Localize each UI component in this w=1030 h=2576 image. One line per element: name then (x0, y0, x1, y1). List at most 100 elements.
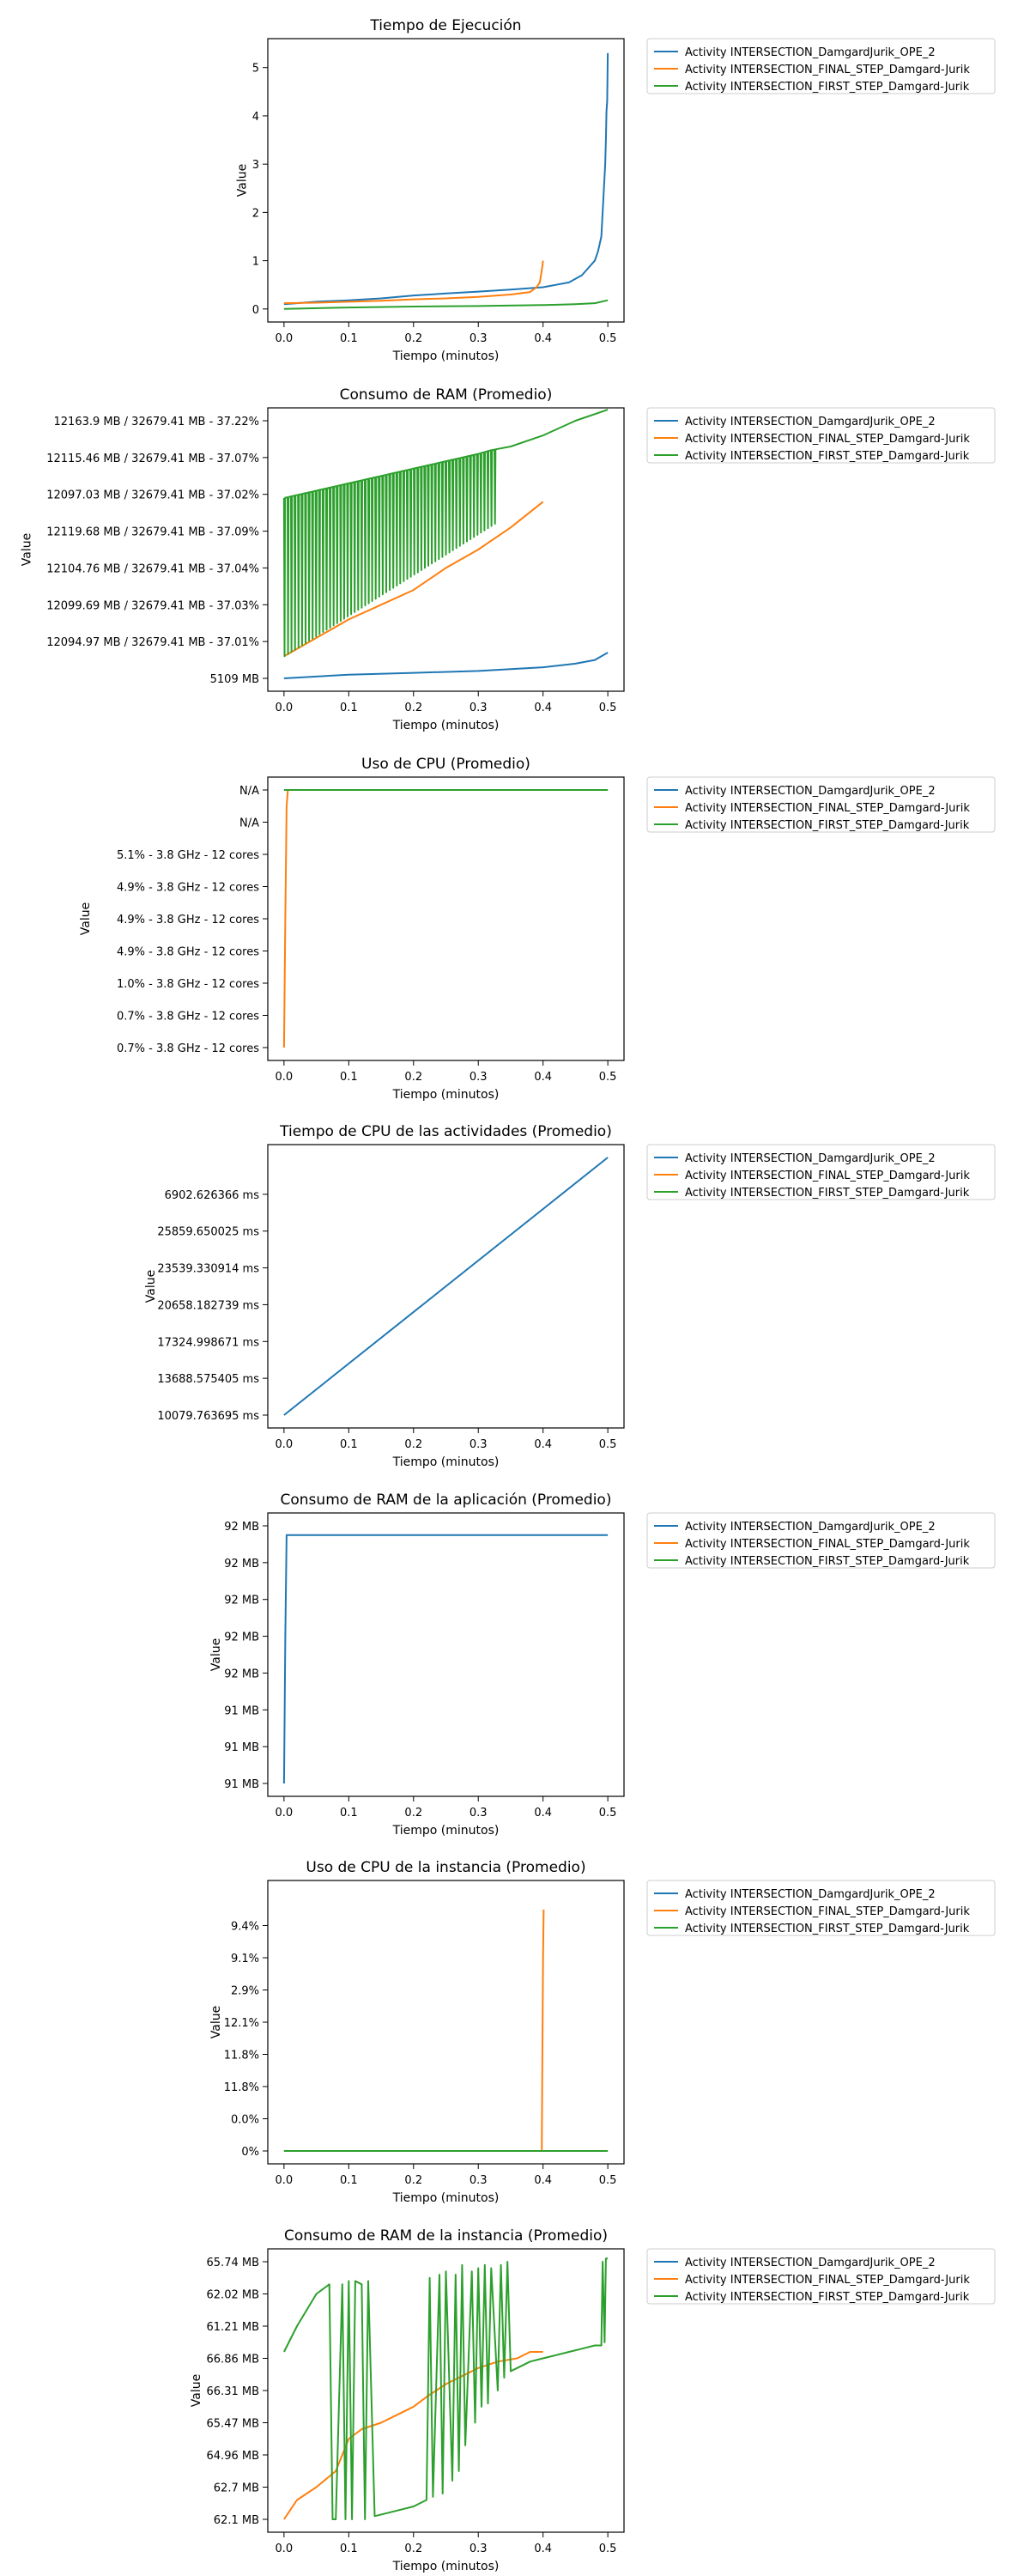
axes-frame (267, 776, 625, 1061)
x-axis-label: Tiempo (minutos) (392, 349, 500, 363)
y-tick-label: 92 MB (224, 1668, 259, 1680)
y-tick-label: 1.0% - 3.8 GHz - 12 cores (117, 978, 259, 991)
y-tick-label: 62.1 MB (214, 2514, 259, 2527)
x-tick-label: 0.2 (404, 2174, 422, 2187)
y-tick-label: 92 MB (224, 1558, 259, 1571)
y-tick-label: 9.1% (231, 1953, 259, 1965)
x-tick-label: 0.1 (340, 1438, 358, 1451)
y-tick-label: 12.1% (224, 2017, 259, 2030)
y-axis-label: Value (144, 1270, 158, 1303)
series-line-2 (283, 260, 544, 305)
y-tick-label: 92 MB (224, 1595, 259, 1607)
y-tick-label: 92 MB (224, 1521, 259, 1534)
legend-label: Activity INTERSECTION_FIRST_STEP_Damgard… (685, 1187, 970, 1200)
x-tick-label: 0.4 (534, 1438, 552, 1451)
x-tick-label: 0.3 (470, 1807, 488, 1820)
x-tick-label: 0.5 (599, 702, 617, 714)
y-tick-label: 12163.9 MB / 32679.41 MB - 37.22% (54, 416, 260, 428)
y-tick-label: 0.7% - 3.8 GHz - 12 cores (117, 1042, 259, 1055)
y-tick-label: 11.8% (224, 2081, 259, 2094)
x-tick-label: 0.0 (276, 1071, 294, 1084)
chart-title: Tiempo de Ejecución (369, 17, 521, 34)
x-tick-label: 0.0 (276, 2543, 294, 2555)
legend: Activity INTERSECTION_DamgardJurik_OPE_2… (646, 407, 996, 464)
legend-label: Activity INTERSECTION_DamgardJurik_OPE_2 (685, 2257, 936, 2269)
x-tick-label: 0.3 (470, 1071, 488, 1084)
legend-label: Activity INTERSECTION_FINAL_STEP_Damgard… (685, 2274, 970, 2287)
x-tick-label: 0.5 (599, 1807, 617, 1820)
legend-label: Activity INTERSECTION_FINAL_STEP_Damgard… (685, 1538, 970, 1551)
plot-area (283, 52, 609, 310)
chart-panel-5: Consumo de RAM de la aplicación (Promedi… (209, 1492, 996, 1838)
chart-title: Uso de CPU (Promedio) (361, 756, 530, 773)
axes-frame (267, 38, 625, 323)
y-axis-label: Value (21, 533, 34, 566)
plot-area (283, 2257, 609, 2520)
series-line-3 (283, 299, 609, 310)
series-line-2 (282, 789, 543, 1048)
x-tick-label: 0.4 (534, 2174, 552, 2187)
y-tick-label: 0.0% (231, 2114, 259, 2127)
y-tick-label: 20658.182739 ms (157, 1299, 259, 1312)
chart-panel-6: Uso de CPU de la instancia (Promedio) 0.0… (209, 1859, 996, 2205)
x-axis-label: Tiempo (minutos) (392, 2560, 500, 2573)
legend-label: Activity INTERSECTION_FIRST_STEP_Damgard… (685, 1923, 970, 1935)
chart-panel-3: Uso de CPU (Promedio) 0.0 0.1 0.2 0.3 0.4 0.5 0… (79, 756, 996, 1102)
x-tick-label: 0.0 (276, 702, 294, 714)
y-tick-label: 12097.03 MB / 32679.41 MB - 37.02% (46, 489, 259, 502)
y-axis-label: Value (209, 2006, 223, 2038)
chart-panel-2: Consumo de RAM (Promedio) 0.0 0.1 0.2 0.3 0.4… (21, 386, 996, 732)
x-tick-label: 0.3 (470, 2543, 488, 2555)
y-axis-label: Value (209, 1638, 223, 1671)
y-tick-label: 10079.763695 ms (157, 1410, 259, 1423)
y-tick-label: 91 MB (224, 1704, 259, 1717)
axes-frame (267, 407, 625, 692)
legend-label: Activity INTERSECTION_FINAL_STEP_Damgard… (685, 64, 970, 76)
legend-label: Activity INTERSECTION_DamgardJurik_OPE_2 (685, 416, 936, 428)
legend-label: Activity INTERSECTION_FIRST_STEP_Damgard… (685, 81, 970, 94)
legend-label: Activity INTERSECTION_DamgardJurik_OPE_2 (685, 1888, 936, 1901)
chart-title: Uso de CPU de la instancia (Promedio) (306, 1859, 585, 1876)
y-tick-label: 11.8% (224, 2050, 259, 2063)
y-tick-label: 5109 MB (210, 673, 259, 686)
x-tick-label: 0.3 (470, 332, 488, 345)
y-tick-label: 12119.68 MB / 32679.41 MB - 37.09% (46, 526, 259, 539)
y-tick-label: N/A (239, 785, 259, 798)
x-tick-label: 0.4 (534, 1807, 552, 1820)
y-tick-label: 91 MB (224, 1741, 259, 1754)
y-tick-label: 4.9% - 3.8 GHz - 12 cores (117, 914, 259, 927)
y-tick-label: 66.86 MB (207, 2354, 259, 2366)
x-tick-label: 0.5 (599, 1438, 617, 1451)
y-tick-label: 9.4% (231, 1921, 259, 1934)
y-tick-label: 4.9% - 3.8 GHz - 12 cores (117, 882, 259, 895)
legend-label: Activity INTERSECTION_DamgardJurik_OPE_2 (685, 46, 936, 59)
legend: Activity INTERSECTION_DamgardJurik_OPE_2… (646, 1880, 996, 1936)
x-tick-label: 0.2 (404, 1071, 422, 1084)
y-axis-label: Value (79, 902, 93, 935)
axes-frame (267, 1144, 625, 1429)
y-tick-label: N/A (239, 817, 259, 830)
x-tick-label: 0.5 (599, 2543, 617, 2555)
x-tick-label: 0.4 (534, 332, 552, 345)
x-tick-label: 0.1 (340, 332, 358, 345)
series-line-3 (283, 2257, 609, 2520)
plot-area (282, 789, 609, 1048)
y-tick-label: 2 (252, 207, 259, 220)
y-tick-label: 1 (252, 256, 259, 269)
y-tick-label: 12094.97 MB / 32679.41 MB - 37.01% (46, 636, 259, 649)
legend-box (646, 407, 996, 464)
legend-label: Activity INTERSECTION_DamgardJurik_OPE_2 (685, 1521, 936, 1534)
x-tick-label: 0.5 (599, 332, 617, 345)
x-tick-label: 0.2 (404, 1438, 422, 1451)
y-tick-label: 5.1% - 3.8 GHz - 12 cores (117, 849, 259, 862)
plot-area (283, 1909, 609, 2152)
x-tick-label: 0.1 (340, 1807, 358, 1820)
plot-area (282, 1534, 609, 1784)
x-tick-label: 0.1 (340, 2543, 358, 2555)
legend-label: Activity INTERSECTION_FINAL_STEP_Damgard… (685, 433, 970, 446)
x-tick-label: 0.2 (404, 2543, 422, 2555)
series-line-1 (282, 1534, 609, 1784)
chart-panel-7: Consumo de RAM de la instancia (Promedio… (190, 2227, 996, 2573)
y-tick-label: 13688.575405 ms (157, 1373, 259, 1386)
